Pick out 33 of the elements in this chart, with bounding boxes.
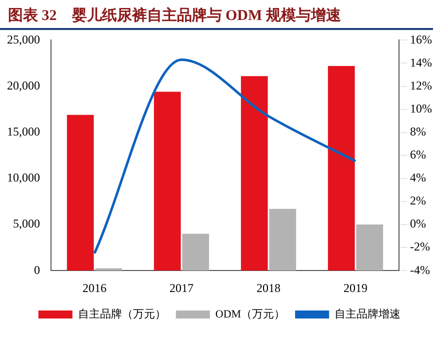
y-tick-label: 20,000	[7, 78, 40, 92]
y2-tick-label: 2%	[410, 194, 426, 208]
y-tick-label: 15,000	[7, 124, 40, 139]
y2-tick-label: 8%	[410, 124, 426, 139]
y-tick-label: 25,000	[7, 32, 40, 46]
bar	[240, 76, 268, 271]
y2-tick-label: 12%	[410, 78, 432, 92]
bar	[66, 114, 94, 271]
y-tick-label: 5,000	[13, 216, 40, 231]
y2-tick-label: 10%	[410, 101, 432, 116]
y2-tick-label: -4%	[410, 262, 430, 277]
line-series	[93, 58, 357, 255]
y2-tick-label: 6%	[410, 148, 426, 162]
y2-tick-label: 16%	[410, 32, 432, 46]
bar	[356, 224, 384, 271]
y2-tick-label: 4%	[410, 170, 426, 185]
x-tick-label: 2017	[170, 280, 194, 295]
x-tick-label: 2019	[344, 280, 368, 295]
x-tick-label: 2018	[256, 280, 280, 295]
bar	[154, 92, 181, 271]
legend-label: ODM（万元）	[215, 308, 286, 320]
bar	[182, 234, 210, 271]
bar	[328, 66, 355, 271]
x-tick-label: 2016	[82, 280, 106, 295]
y-tick-label: 0	[34, 262, 40, 277]
bar	[269, 208, 296, 271]
y2-tick-label: 0%	[410, 216, 426, 231]
y2-tick-label: 14%	[410, 55, 432, 70]
legend-label: 自主品牌（万元）	[78, 307, 166, 320]
chart-title: 图表 32 婴儿纸尿裤自主品牌与 ODM 规模与增速	[0, 0, 433, 30]
legend-label: 自主品牌增速	[334, 307, 401, 320]
y-tick-label: 10,000	[7, 170, 40, 185]
y2-tick-label: -2%	[410, 240, 430, 254]
